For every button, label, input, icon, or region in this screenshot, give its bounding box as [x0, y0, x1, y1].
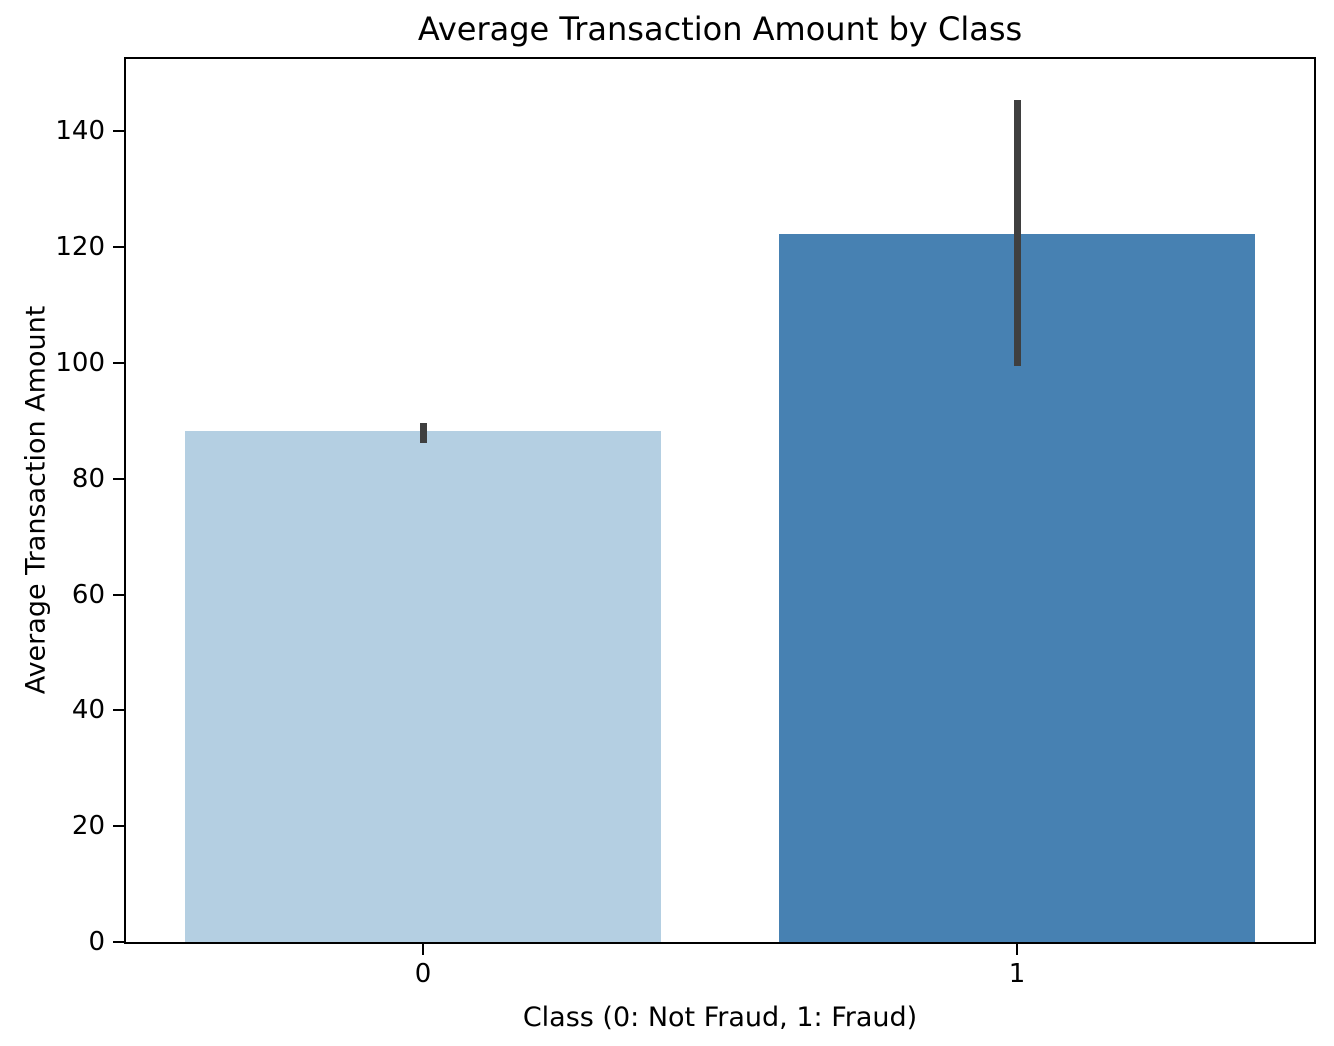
y-tick-mark: [113, 709, 124, 712]
y-tick-label: 120: [55, 232, 105, 263]
y-tick-label: 80: [71, 463, 105, 494]
y-tick-label: 0: [88, 927, 105, 957]
x-tick-mark: [422, 944, 424, 955]
y-tick-mark: [113, 941, 124, 943]
x-tick-label: 0: [414, 959, 432, 989]
y-tick-mark: [113, 825, 124, 828]
x-tick-mark: [1016, 944, 1018, 955]
error-bar-class-1: [1013, 99, 1021, 366]
x-tick-label: 1: [1008, 959, 1026, 989]
y-tick-mark: [113, 361, 124, 364]
y-tick-mark: [113, 477, 124, 480]
y-tick-label: 40: [71, 695, 105, 726]
y-tick-mark: [113, 246, 124, 249]
x-axis-label: Class (0: Not Fraud, 1: Fraud): [522, 1002, 918, 1033]
y-tick-label: 100: [55, 347, 105, 378]
y-tick-label: 20: [71, 811, 105, 842]
chart-title: Average Transaction Amount by Class: [417, 10, 1023, 48]
y-tick-label: 140: [55, 116, 105, 147]
y-tick-mark: [113, 130, 124, 133]
error-bar-class-0: [419, 422, 427, 443]
y-tick-mark: [113, 593, 124, 596]
y-tick-label: 60: [71, 579, 105, 610]
bar-class-0: [185, 430, 661, 942]
